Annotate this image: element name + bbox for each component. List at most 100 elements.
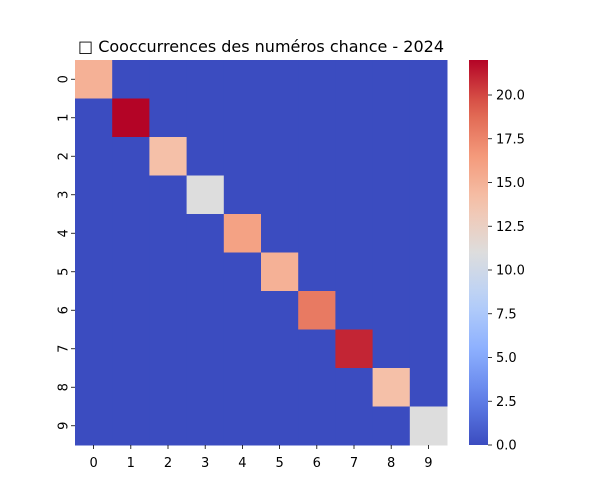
colorbar-tick-label: 12.5: [496, 220, 525, 235]
heatmap-cell-r2-c2: [149, 137, 188, 176]
heatmap-cell-r4-c9: [409, 214, 448, 253]
heatmap-cell-r6-c6: [298, 291, 336, 330]
y-tick-label: 4: [57, 229, 72, 237]
y-tick-label: 5: [57, 268, 72, 276]
heatmap-cell-r5-c1: [112, 252, 150, 292]
heatmap-cell-r0-c3: [186, 60, 225, 99]
heatmap-cell-r5-c8: [372, 252, 411, 292]
x-tick-label: 8: [387, 456, 395, 471]
heatmap-cell-r7-c3: [186, 329, 225, 369]
colorbar-tick-label: 15.0: [496, 176, 525, 191]
colorbar-tick-label: 10.0: [496, 264, 525, 279]
heatmap-cell-r2-c4: [223, 137, 262, 176]
heatmap-cell-r2-c1: [112, 137, 150, 176]
heatmap-cell-r0-c5: [261, 60, 299, 99]
heatmap-cell-r7-c5: [261, 329, 299, 369]
heatmap-cell-r7-c9: [409, 329, 448, 369]
heatmap-cell-r5-c0: [75, 252, 113, 292]
heatmap-cell-r0-c4: [223, 60, 262, 99]
heatmap-cell-r6-c0: [75, 291, 113, 330]
chart-title: □ Cooccurrences des numéros chance - 202…: [78, 37, 444, 56]
heatmap-cell-r9-c8: [372, 406, 411, 446]
heatmap-cell-r0-c9: [409, 60, 448, 99]
heatmap-cell-r7-c0: [75, 329, 113, 369]
heatmap-cell-r3-c3: [186, 175, 225, 215]
y-tick-label: 8: [57, 383, 72, 391]
colorbar-axis: 0.0 2.5 5.0 7.5 10.0 12.5 15.0 17.5 20.0: [488, 89, 525, 454]
heatmap-cell-r1-c9: [409, 98, 448, 138]
heatmap-cell-r4-c0: [75, 214, 113, 253]
heatmap-cell-r9-c2: [149, 406, 188, 446]
heatmap-cell-r4-c8: [372, 214, 411, 253]
heatmap-cell-r5-c2: [149, 252, 188, 292]
heatmap-cell-r0-c8: [372, 60, 411, 99]
x-tick-label: 4: [238, 456, 246, 471]
heatmap-cell-r2-c3: [186, 137, 225, 176]
heatmap-cell-r6-c5: [261, 291, 299, 330]
heatmap-cell-r2-c8: [372, 137, 411, 176]
x-tick-label: 0: [89, 456, 97, 471]
heatmap-cell-r8-c1: [112, 368, 150, 407]
x-tick-label: 9: [424, 456, 432, 471]
y-axis: 0 1 2 3 4 5 6 7 8 9: [57, 75, 75, 430]
heatmap-cell-r4-c5: [261, 214, 299, 253]
heatmap-cell-r5-c4: [223, 252, 262, 292]
heatmap-cell-r5-c6: [298, 252, 336, 292]
y-tick-label: 2: [57, 152, 72, 160]
heatmap-cell-r4-c6: [298, 214, 336, 253]
heatmap-cell-r1-c1: [112, 98, 150, 138]
heatmap-cell-r9-c3: [186, 406, 225, 446]
heatmap-cell-r3-c6: [298, 175, 336, 215]
x-tick-label: 2: [164, 456, 172, 471]
heatmap-cell-r1-c3: [186, 98, 225, 138]
heatmap-cell-r4-c1: [112, 214, 150, 253]
heatmap-cell-r6-c4: [223, 291, 262, 330]
x-tick-label: 5: [275, 456, 283, 471]
heatmap-cell-r7-c4: [223, 329, 262, 369]
heatmap-cell-r4-c3: [186, 214, 225, 253]
heatmap-cell-r9-c9: [409, 406, 448, 446]
heatmap-cell-r2-c5: [261, 137, 299, 176]
heatmap-cell-r0-c0: [75, 60, 113, 99]
heatmap-cell-r0-c2: [149, 60, 188, 99]
heatmap-cell-r5-c9: [409, 252, 448, 292]
heatmap-cell-r4-c4: [223, 214, 262, 253]
heatmap-cell-r6-c1: [112, 291, 150, 330]
heatmap-cell-r7-c6: [298, 329, 336, 369]
heatmap-cell-r7-c8: [372, 329, 411, 369]
heatmap-cell-r1-c7: [335, 98, 374, 138]
heatmap-cell-r3-c1: [112, 175, 150, 215]
colorbar-tick-label: 17.5: [496, 132, 525, 147]
heatmap-cell-r8-c6: [298, 368, 336, 407]
heatmap-cell-r8-c5: [261, 368, 299, 407]
heatmap-cell-r1-c0: [75, 98, 113, 138]
y-tick-label: 0: [57, 75, 72, 83]
heatmap-cells: [75, 60, 448, 446]
heatmap-cell-r1-c8: [372, 98, 411, 138]
heatmap-cell-r0-c1: [112, 60, 150, 99]
heatmap-cell-r1-c5: [261, 98, 299, 138]
heatmap-cell-r4-c7: [335, 214, 374, 253]
heatmap-cell-r4-c2: [149, 214, 188, 253]
heatmap-cell-r6-c2: [149, 291, 188, 330]
colorbar-tick-label: 2.5: [496, 395, 517, 410]
x-tick-label: 6: [313, 456, 321, 471]
heatmap-cell-r1-c2: [149, 98, 188, 138]
y-tick-label: 9: [57, 422, 72, 430]
heatmap-cell-r3-c5: [261, 175, 299, 215]
heatmap-cell-r0-c7: [335, 60, 374, 99]
heatmap-cell-r9-c7: [335, 406, 374, 446]
heatmap-cell-r9-c4: [223, 406, 262, 446]
heatmap-cell-r6-c3: [186, 291, 225, 330]
x-tick-label: 3: [201, 456, 209, 471]
heatmap-cell-r9-c0: [75, 406, 113, 446]
heatmap-cell-r2-c6: [298, 137, 336, 176]
colorbar-tick-label: 5.0: [496, 351, 517, 366]
heatmap-cell-r2-c9: [409, 137, 448, 176]
heatmap-cell-r6-c7: [335, 291, 374, 330]
y-tick-label: 1: [57, 114, 72, 122]
heatmap-cell-r8-c2: [149, 368, 188, 407]
heatmap-cell-r0-c6: [298, 60, 336, 99]
heatmap-cell-r1-c6: [298, 98, 336, 138]
heatmap-cell-r5-c5: [261, 252, 299, 292]
